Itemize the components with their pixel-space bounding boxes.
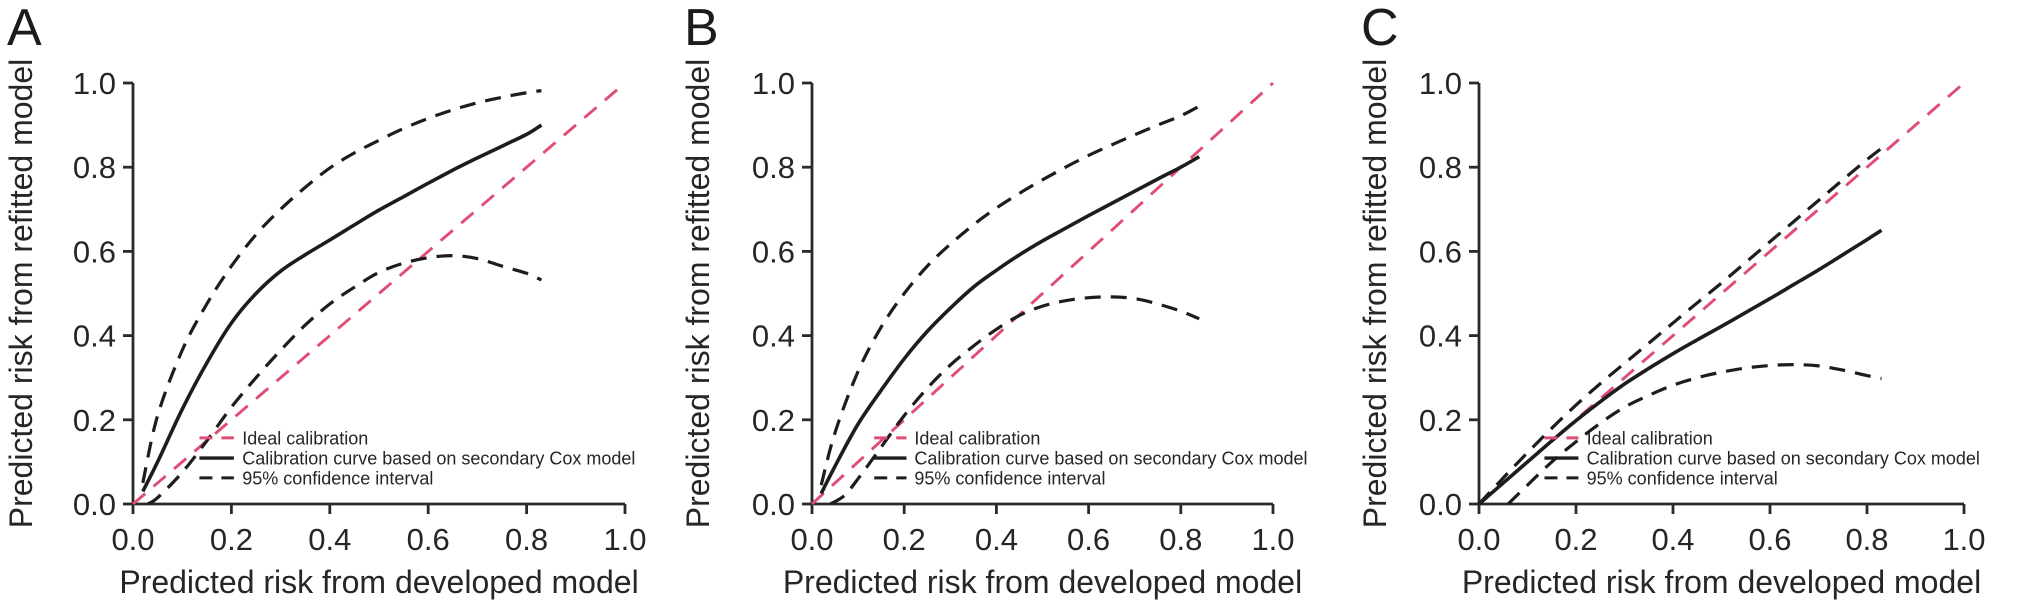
x-tick-label: 1.0: [1251, 522, 1294, 557]
x-tick-label: 0.0: [1457, 522, 1500, 557]
series-ci-lower: [146, 253, 543, 506]
series-curve: [141, 123, 543, 493]
y-tick-label: 0.8: [752, 150, 795, 185]
x-tick-label: 0.8: [505, 522, 548, 557]
y-tick-label: 0.2: [752, 403, 795, 438]
x-tick-label: 0.6: [1748, 522, 1791, 557]
y-tick-label: 0.0: [1419, 487, 1462, 522]
legend-label: Calibration curve based on secondary Cox…: [242, 449, 635, 469]
y-tick-label: 1.0: [752, 66, 795, 101]
x-tick-label: 0.2: [210, 522, 253, 557]
legend-label: 95% confidence interval: [914, 468, 1105, 488]
x-tick-label: 0.8: [1159, 522, 1202, 557]
legend-label: 95% confidence interval: [1587, 468, 1778, 488]
panel-a: A 0.0 0.2 0.4 0.6 0.8 1.0 0.0 0.2 0.4 0.6 0.8 1.0 Pr…: [0, 0, 677, 616]
x-tick-label: 0.2: [1554, 522, 1597, 557]
y-tick-label: 1.0: [73, 66, 116, 101]
panel-b-chart: 0.0 0.2 0.4 0.6 0.8 1.0 0.0 0.2 0.4 0.6 0.8 1.0 Pred…: [680, 59, 1308, 600]
x-tick-label: 0.0: [790, 522, 833, 557]
legend-label: Ideal calibration: [242, 428, 368, 448]
y-tick-label: 0.8: [73, 150, 116, 185]
series-ci-lower: [1506, 362, 1882, 506]
legend-label: Ideal calibration: [914, 428, 1040, 448]
y-axis-title: Predicted risk from refitted model: [680, 59, 716, 529]
x-tick-label: 0.2: [883, 522, 926, 557]
y-tick-label: 0.4: [73, 319, 116, 354]
x-axis-title: Predicted risk from developed model: [119, 564, 638, 600]
x-tick-label: 0.4: [975, 522, 1018, 557]
series-curve: [1477, 228, 1883, 506]
series-ci-upper: [141, 89, 542, 484]
y-tick-label: 0.2: [73, 403, 116, 438]
legend-label: Calibration curve based on secondary Cox…: [914, 449, 1307, 469]
panel-a-label: A: [7, 0, 42, 57]
series-curve: [819, 155, 1201, 495]
x-tick-label: 0.6: [407, 522, 450, 557]
x-tick-label: 1.0: [603, 522, 646, 557]
panel-c-label: C: [1361, 0, 1399, 57]
y-tick-label: 0.6: [73, 234, 116, 269]
y-tick-label: 0.2: [1419, 403, 1462, 438]
y-tick-label: 1.0: [1419, 66, 1462, 101]
x-axis-title: Predicted risk from developed model: [1462, 564, 1981, 600]
x-tick-label: 1.0: [1942, 522, 1985, 557]
y-tick-label: 0.6: [1419, 234, 1462, 269]
x-axis-title: Predicted risk from developed model: [783, 564, 1302, 600]
y-tick-label: 0.0: [73, 487, 116, 522]
y-axis-title: Predicted risk from refitted model: [3, 59, 39, 529]
x-tick-label: 0.4: [308, 522, 351, 557]
legend-label: Ideal calibration: [1587, 428, 1713, 448]
panel-a-chart: 0.0 0.2 0.4 0.6 0.8 1.0 0.0 0.2 0.4 0.6 0.8 1.0 Pred…: [3, 59, 647, 600]
legend-label: 95% confidence interval: [242, 468, 433, 488]
panel-c: C 0.0 0.2 0.4 0.6 0.8 1.0 0.0 0.2 0.4 0.6 0.8 1.0 Pr…: [1354, 0, 2031, 616]
x-tick-label: 0.6: [1067, 522, 1110, 557]
y-tick-label: 0.8: [1419, 150, 1462, 185]
y-tick-label: 0.4: [1419, 319, 1462, 354]
y-axis-title: Predicted risk from refitted model: [1357, 59, 1393, 529]
panel-b-label: B: [684, 0, 719, 57]
y-tick-label: 0.4: [752, 319, 795, 354]
x-tick-label: 0.4: [1651, 522, 1694, 557]
legend-label: Calibration curve based on secondary Cox…: [1587, 449, 1980, 469]
x-tick-label: 0.0: [111, 522, 154, 557]
panel-c-chart: 0.0 0.2 0.4 0.6 0.8 1.0 0.0 0.2 0.4 0.6 0.8 1.0 Pred…: [1357, 59, 1986, 600]
panel-b: B 0.0 0.2 0.4 0.6 0.8 1.0 0.0 0.2 0.4 0.6 0.8 1.0 Pr…: [677, 0, 1354, 616]
series-ci-upper: [819, 104, 1200, 486]
y-tick-label: 0.6: [752, 234, 795, 269]
y-tick-label: 0.0: [752, 487, 795, 522]
series-ideal: [811, 81, 1274, 506]
x-tick-label: 0.8: [1845, 522, 1888, 557]
